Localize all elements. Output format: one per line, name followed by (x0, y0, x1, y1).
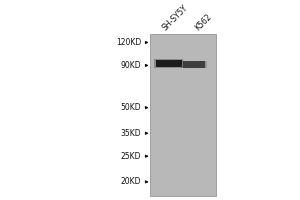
Text: 50KD: 50KD (120, 103, 141, 112)
Text: SH-SY5Y: SH-SY5Y (160, 3, 190, 32)
Bar (182, 61, 207, 68)
Bar (154, 59, 183, 68)
Text: 120KD: 120KD (116, 38, 141, 47)
Bar (156, 60, 182, 67)
Text: 90KD: 90KD (120, 61, 141, 70)
Text: 20KD: 20KD (121, 177, 141, 186)
Text: 35KD: 35KD (120, 129, 141, 138)
Bar (150, 34, 216, 196)
Bar (183, 61, 205, 68)
Text: 25KD: 25KD (121, 152, 141, 161)
Text: K562: K562 (193, 12, 214, 32)
